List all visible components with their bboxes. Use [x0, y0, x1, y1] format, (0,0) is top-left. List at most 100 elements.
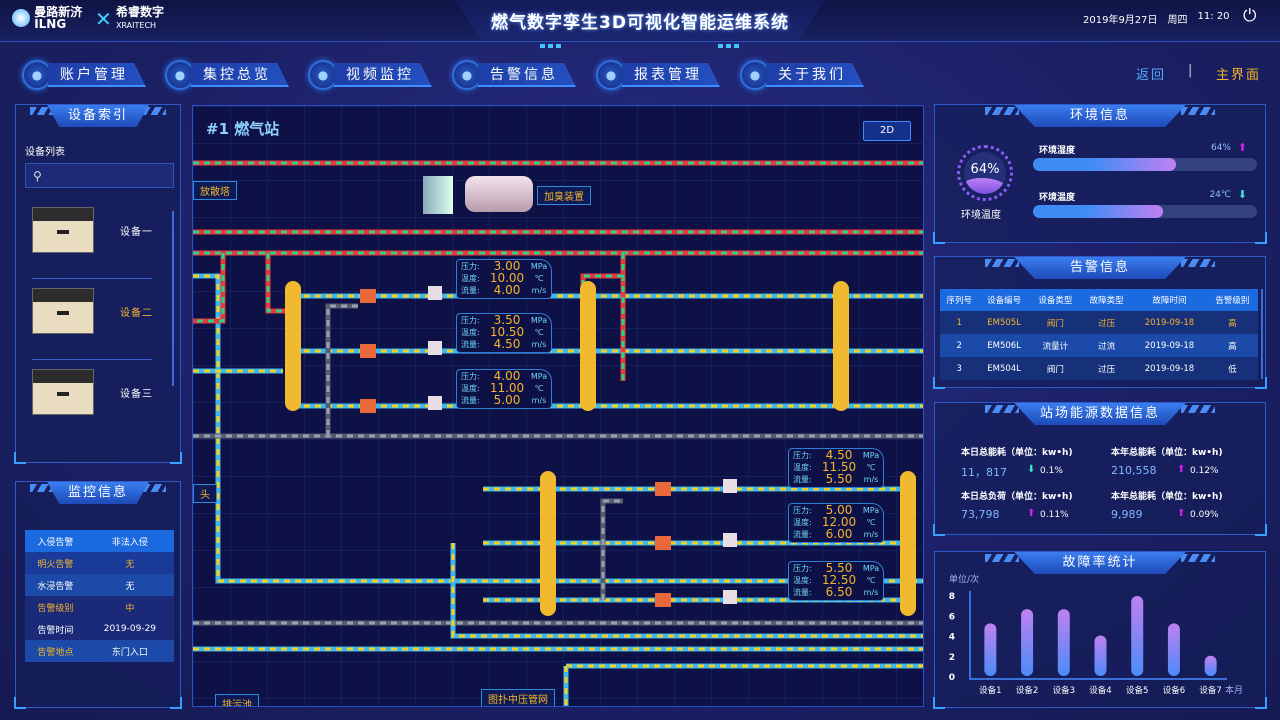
home-link[interactable]: 主界面 [1216, 68, 1262, 83]
logo-ilng: 曼路新济 ILNG [12, 6, 82, 30]
column-header: 设备类型 [1029, 289, 1081, 311]
device-search-input[interactable]: ⚲ [25, 163, 174, 188]
column-header: 序列号 [940, 289, 979, 311]
logo-xraitech: ✕ 希睿数字 XRAITECH [95, 6, 164, 32]
chart-bar[interactable] [1167, 623, 1180, 676]
device-thumbnail [32, 288, 94, 334]
search-field[interactable] [41, 168, 152, 183]
manifold-vessel[interactable] [833, 281, 849, 411]
nav-item-dashboard[interactable]: ● 集控总览 [165, 60, 289, 90]
readout-unit: MPa [862, 563, 880, 573]
flow-meter[interactable] [428, 341, 442, 355]
device-list-item[interactable]: 设备一 [32, 207, 172, 277]
readout-value: 3.00 [493, 259, 521, 273]
env-bar-fill [1033, 158, 1177, 171]
alarm-row[interactable]: 3 EM504L 阀门 过压 2019-09-18 低 [940, 357, 1258, 380]
power-icon[interactable]: ⏻ [1243, 6, 1257, 26]
monitor-table: 入侵告警 非法入侵 明火告警无水浸告警无告警级别中告警时间 2019-09-29 告警地… [25, 530, 174, 662]
weekday: 周四 [1167, 15, 1188, 26]
dashboard-icon: ● [165, 60, 195, 90]
device-list-item[interactable]: 设备二 [32, 288, 172, 358]
regulator-valve[interactable] [360, 399, 376, 413]
sensor-readout[interactable]: 压力: 3.00 MPa 温度: 10.00 ℃ 流量: 4.00 m/s [456, 259, 552, 299]
sensor-readout[interactable]: 压力: 5.50 MPa 温度: 12.50 ℃ 流量: 6.50 m/s [788, 561, 884, 601]
readout-label: 温度: [461, 273, 480, 283]
energy-label: 本年总能耗（单位：kw•h) [1111, 492, 1223, 502]
readout-unit: ℃ [866, 575, 876, 585]
alarm-cell: 低 [1228, 364, 1237, 375]
title-decoration [985, 259, 1019, 267]
x-tick-label: 设备6 [1163, 685, 1185, 696]
nav-item-camera[interactable]: ● 视频监控 [308, 60, 432, 90]
sensor-readout[interactable]: 压力: 3.50 MPa 温度: 10.50 ℃ 流量: 4.50 m/s [456, 313, 552, 353]
readout-label: 流量: [793, 529, 812, 539]
chart-bar[interactable] [1094, 635, 1107, 677]
flow-meter[interactable] [723, 479, 737, 493]
readout-unit: ℃ [534, 327, 544, 337]
env-bar-fill [1033, 205, 1163, 218]
vent-pipe [581, 274, 623, 296]
regulator-valve[interactable] [655, 593, 671, 607]
nav-item-warning[interactable]: ● 告警信息 [452, 60, 576, 90]
device-list-scrollbar[interactable] [172, 211, 174, 386]
regulator-valve[interactable] [360, 289, 376, 303]
alarm-cell: 过流 [1098, 341, 1116, 352]
flow-meter[interactable] [723, 590, 737, 604]
nav-item-info[interactable]: ● 关于我们 [740, 60, 864, 90]
gauge-label: 环境温度 [961, 210, 1001, 221]
sensor-readout[interactable]: 压力: 4.50 MPa 温度: 11.50 ℃ 流量: 5.50 m/s [788, 448, 884, 488]
y-tick-label: 2 [949, 653, 955, 663]
flow-meter[interactable] [428, 396, 442, 410]
nav-item-user[interactable]: ● 账户管理 [22, 60, 146, 90]
chart-bar[interactable] [1057, 609, 1070, 676]
readout-label: 压力: [461, 261, 480, 271]
gauge-value: 64% [970, 162, 1000, 177]
manifold-vessel[interactable] [285, 281, 301, 411]
alarm-cell: 3 [956, 363, 962, 374]
alarm-cell: EM505L [987, 317, 1021, 328]
chart-axis [969, 591, 1227, 680]
device-name: 设备二 [120, 308, 153, 319]
readout-unit: MPa [862, 450, 880, 460]
alarm-table-scrollbar[interactable] [1261, 289, 1263, 379]
tag-header: 头 [193, 484, 217, 503]
alarm-cell: EM506L [987, 340, 1021, 351]
energy-change: 0.1% [1040, 466, 1063, 476]
title-decoration [1181, 259, 1215, 267]
sensor-readout[interactable]: 压力: 5.00 MPa 温度: 12.00 ℃ 流量: 6.00 m/s [788, 503, 884, 543]
title-decoration [132, 107, 166, 115]
manifold-vessel[interactable] [540, 471, 556, 616]
regulator-valve[interactable] [655, 482, 671, 496]
chart-bar[interactable] [1204, 655, 1217, 676]
alarm-row[interactable]: 2 EM506L 流量计 过流 2019-09-18 高 [940, 334, 1258, 357]
chart-bar[interactable] [1131, 596, 1144, 676]
device-list-item[interactable]: 设备三 [32, 369, 172, 439]
readout-value: 4.00 [493, 283, 521, 297]
nav-item-report[interactable]: ● 报表管理 [596, 60, 720, 90]
sensor-readout[interactable]: 压力: 4.00 MPa 温度: 11.00 ℃ 流量: 5.00 m/s [456, 369, 552, 409]
regulator-valve[interactable] [655, 536, 671, 550]
x-tick-label: 设备4 [1089, 685, 1111, 696]
alarm-cell: 高 [1228, 318, 1237, 329]
manifold-vessel[interactable] [900, 471, 916, 616]
readout-unit: m/s [531, 285, 547, 295]
2d-toggle-button[interactable]: 2D [863, 121, 911, 141]
odorizer-cabinet [423, 176, 453, 214]
alarm-row[interactable]: 1 EM505L 阀门 过压 2019-09-18 高 [940, 311, 1258, 334]
monitor-row: 告警时间 2019-09-29 [25, 618, 174, 640]
flow-meter[interactable] [428, 286, 442, 300]
gas-pipe [193, 274, 923, 583]
manifold-vessel[interactable] [580, 281, 596, 411]
humidity-gauge: 64% [957, 145, 1013, 201]
tag-odorizer: 加臭装置 [537, 186, 591, 205]
title-decoration [985, 405, 1019, 413]
chart-bar[interactable] [984, 623, 997, 676]
energy-value: 210,558 [1111, 464, 1157, 477]
back-link[interactable]: 返回 [1136, 68, 1167, 83]
regulator-valve[interactable] [360, 344, 376, 358]
ilng-logo-icon [12, 9, 30, 27]
flow-meter[interactable] [723, 533, 737, 547]
drain-pipe [325, 303, 358, 436]
logo2-cn: 希睿数字 [115, 5, 164, 19]
chart-bar[interactable] [1021, 609, 1034, 676]
